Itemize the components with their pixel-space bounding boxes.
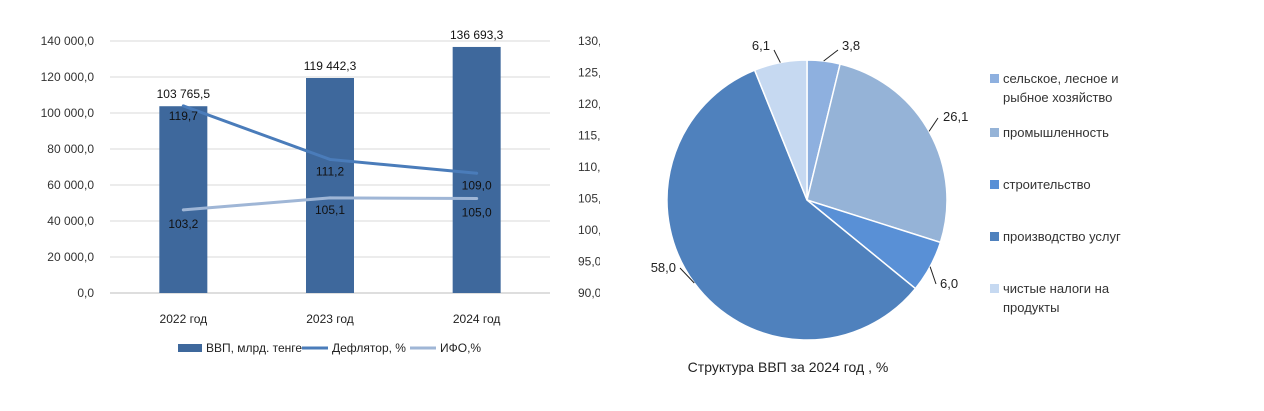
pie-leader-lines <box>679 49 939 285</box>
bar-data-label: 136 693,3 <box>450 28 504 42</box>
left-axis-tick-label: 120 000,0 <box>41 70 95 84</box>
left-axis-tick-label: 140 000,0 <box>41 34 95 48</box>
category-label: 2022 год <box>160 312 208 326</box>
left-y-axis: 0,0 20 000,0 40 000,0 60 000,0 80 000,0 100 0… <box>41 34 95 300</box>
line-point <box>181 104 185 108</box>
right-axis-tick-label: 90,0 <box>578 286 600 300</box>
pie-chart-title: Структура ВВП за 2024 год , % <box>688 359 889 375</box>
line-point <box>328 196 332 200</box>
pie-leader-line <box>679 267 695 284</box>
pie-slice <box>753 59 808 201</box>
pie-legend-swatch <box>990 232 999 241</box>
left-axis-tick-label: 80 000,0 <box>47 142 94 156</box>
bar-data-label: 119 442,3 <box>304 59 357 73</box>
category-label: 2023 год <box>306 312 354 326</box>
pie-legend-label: производство услуг <box>1003 229 1121 244</box>
pie-data-label: 26,1 <box>943 109 968 124</box>
left-axis-tick-label: 0,0 <box>77 286 94 300</box>
legend-label: Дефлятор, % <box>332 341 406 355</box>
pie-slices <box>666 59 948 341</box>
right-axis-tick-label: 115,0 <box>578 129 600 143</box>
legend-label: ИФО,% <box>440 341 481 355</box>
pie-legend-label: чистые налоги на <box>1003 281 1110 296</box>
left-axis-tick-label: 100 000,0 <box>41 106 95 120</box>
pie-data-label: 6,0 <box>940 276 958 291</box>
line-point <box>475 171 479 175</box>
line-data-label: 105,0 <box>462 206 492 220</box>
line-series <box>181 104 479 212</box>
line-data-label: 109,0 <box>462 178 492 192</box>
line-data-label: 103,2 <box>168 217 198 231</box>
pie-legend-swatch <box>990 74 999 83</box>
left-axis-tick-label: 60 000,0 <box>47 178 94 192</box>
pie-legend-label: рыбное хозяйство <box>1003 90 1112 105</box>
right-axis-tick-label: 100,0 <box>578 223 600 237</box>
gdp-structure-pie-chart: 3,8 26,1 6,0 58,0 6,1 сельское, лесное и рыбн… <box>651 38 1121 375</box>
pie-legend-label: продукты <box>1003 300 1059 315</box>
pie-leader-line <box>773 49 781 63</box>
right-axis-tick-label: 130,0 <box>578 34 600 48</box>
pie-legend-swatch <box>990 128 999 137</box>
pie-legend-swatch <box>990 180 999 189</box>
pie-data-label: 58,0 <box>651 260 676 275</box>
pie-legend-swatch <box>990 284 999 293</box>
right-axis-tick-label: 95,0 <box>578 255 600 269</box>
line-data-label: 111,2 <box>316 164 345 178</box>
right-axis-tick-label: 110,0 <box>578 160 600 174</box>
gdp-combo-chart: 0,0 20 000,0 40 000,0 60 000,0 80 000,0 100 0… <box>41 28 600 355</box>
pie-slice <box>806 63 948 244</box>
legend-label: ВВП, млрд. тенге <box>206 341 302 355</box>
line-point <box>475 197 479 200</box>
line-data-label: 119,7 <box>169 109 198 123</box>
pie-data-label: 3,8 <box>842 38 860 53</box>
left-axis-tick-label: 40 000,0 <box>47 214 94 228</box>
bar-series <box>159 46 501 294</box>
pie-data-labels: 3,8 26,1 6,0 58,0 6,1 <box>651 38 969 291</box>
pie-leader-line <box>929 266 937 285</box>
right-y-axis: 90,0 95,0 100,0 105,0 110,0 115,0 120,0 125,0 13… <box>578 34 600 300</box>
pie-leader-line <box>823 49 839 62</box>
chart-legend: ВВП, млрд. тенге Дефлятор, % ИФО,% <box>178 341 481 355</box>
pie-leader-line <box>928 117 939 132</box>
bar <box>306 78 354 293</box>
pie-legend-label: сельское, лесное и <box>1003 71 1119 86</box>
pie-data-label: 6,1 <box>752 38 770 53</box>
right-axis-tick-label: 120,0 <box>578 97 600 111</box>
bar <box>159 106 208 293</box>
pie-legend-label: промышленность <box>1003 125 1109 140</box>
right-axis-tick-label: 125,0 <box>578 66 600 80</box>
line-data-label: 105,1 <box>315 203 345 217</box>
legend-swatch <box>178 344 202 352</box>
line-point <box>181 208 185 212</box>
x-axis-categories: 2022 год 2023 год 2024 год <box>160 312 501 326</box>
pie-legend: сельское, лесное и рыбное хозяйство промыш… <box>990 71 1121 315</box>
bar <box>452 46 501 294</box>
right-axis-tick-label: 105,0 <box>578 192 600 206</box>
pie-legend-label: строительство <box>1003 177 1091 192</box>
line-point <box>328 157 332 161</box>
left-axis-tick-label: 20 000,0 <box>47 250 94 264</box>
data-labels: 103 765,5 119 442,3 136 693,3 119,7 111,2 109… <box>157 28 504 231</box>
category-label: 2024 год <box>453 312 501 326</box>
bar-data-label: 103 765,5 <box>157 87 211 101</box>
